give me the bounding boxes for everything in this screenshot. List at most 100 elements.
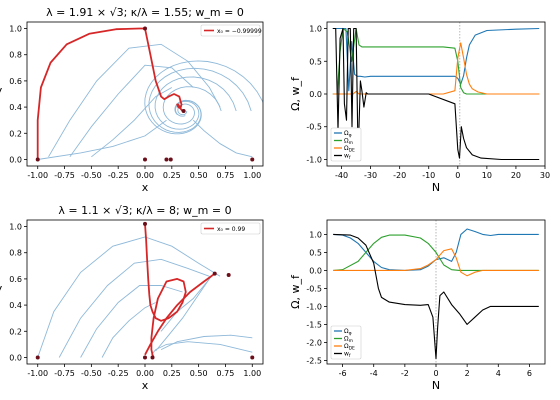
x-tick-label: 0.75 (217, 369, 235, 378)
streamline (151, 341, 253, 356)
x-tick-label: 0.00 (136, 171, 154, 180)
x-axis-label: x (142, 379, 149, 392)
x-tick-label: 0 (433, 369, 438, 378)
y-tick-label: 0.2 (9, 129, 22, 138)
x-axis-label: N (432, 379, 440, 392)
x-tick-label: 0.00 (136, 369, 154, 378)
y-tick-label: -2.0 (306, 338, 322, 347)
critical-point (181, 109, 186, 114)
y-tick-label: 0.0 (309, 90, 322, 99)
streamline (101, 302, 156, 358)
x-tick-label: -1.00 (27, 369, 48, 378)
y-tick-label: 1.0 (309, 25, 322, 34)
x-tick-label: -20 (393, 171, 406, 180)
x-tick-label: 6 (527, 369, 532, 378)
x-tick-label: -30 (364, 171, 377, 180)
series-line-0 (332, 27, 540, 92)
x-axis-label: N (432, 181, 440, 194)
y-axis-label: y (0, 84, 3, 97)
streamline (69, 64, 194, 158)
chart-title: λ = 1.91 × √3; κ/λ = 1.55; w_m = 0 (46, 6, 244, 19)
trajectory-0 (36, 27, 184, 160)
legend-label: ΩDE (344, 343, 355, 352)
x-tick-label: -0.50 (81, 369, 102, 378)
plot-area (332, 22, 540, 166)
y-tick-label: -0.5 (306, 284, 322, 293)
x-tick-label: 2 (465, 369, 470, 378)
x-tick-label: -10 (422, 171, 435, 180)
streamline (91, 87, 173, 158)
chart-title: λ = 1.1 × √3; κ/λ = 8; w_m = 0 (58, 204, 231, 217)
streamline (160, 276, 212, 332)
axes-frame (326, 21, 546, 167)
legend-label: Ωm (344, 138, 353, 147)
x-tick-label: -6 (339, 369, 347, 378)
series-line-2 (332, 42, 540, 95)
x-tick-label: 0.25 (163, 171, 181, 180)
streamline (37, 236, 221, 358)
x-tick-label: 10 (482, 171, 492, 180)
legend-label: wf (344, 351, 351, 360)
streamline (162, 86, 222, 125)
y-tick-label: 0.2 (9, 327, 22, 336)
critical-point (226, 272, 231, 277)
y-tick-label: 1.0 (309, 230, 322, 239)
y-axis-label: Ω, w_f (289, 274, 302, 309)
x-tick-label: 0.25 (163, 369, 181, 378)
critical-point (164, 157, 169, 162)
x-tick-label: 0 (455, 171, 460, 180)
y-axis-label: y (0, 282, 3, 295)
streamline (155, 278, 210, 352)
legend-label: ΩDE (344, 145, 355, 154)
y-tick-label: -2.5 (306, 356, 322, 365)
critical-point (250, 157, 255, 162)
x-tick-label: -0.25 (108, 171, 129, 180)
axes-frame (326, 219, 546, 365)
x-tick-label: -2 (401, 369, 409, 378)
trajectory-0 (144, 223, 187, 358)
critical-point (212, 271, 217, 276)
x-tick-label: 0.50 (190, 171, 208, 180)
critical-point (143, 26, 147, 31)
x-axis-label: x (142, 181, 149, 194)
axes-frame (26, 219, 264, 365)
y-tick-label: -1.0 (306, 302, 322, 311)
y-tick-label: 0.8 (9, 51, 22, 60)
streamline (37, 119, 167, 160)
series-line-1 (332, 27, 540, 95)
x-tick-label: 0.50 (190, 369, 208, 378)
panel-1: -40 -30 -20 -10 0 10 20 30 -1.0 -0.5 0.0 0.5 1.0 N Ω, … (289, 21, 550, 194)
legend-box (200, 24, 261, 37)
panel-0: -1.00 -0.75 -0.50 -0.25 0.00 0.25 0.50 0.75 1.00… (0, 6, 264, 194)
x-tick-label: -0.75 (54, 171, 75, 180)
streamline (148, 67, 252, 133)
series-line-3 (332, 27, 540, 161)
y-tick-label: 1.0 (9, 223, 22, 232)
plot-area (37, 223, 253, 358)
y-axis-label: Ω, w_f (289, 76, 302, 111)
legend-label: x₀ = 0.99 (217, 226, 245, 233)
y-tick-label: -1.0 (306, 155, 322, 164)
legend-box (200, 222, 261, 235)
x-tick-label: -0.75 (54, 369, 75, 378)
y-tick-label: 0.8 (9, 249, 22, 258)
legend-label: Ωφ (344, 130, 352, 139)
y-tick-label: -1.5 (306, 320, 322, 329)
legend-label: Ωm (344, 336, 353, 345)
y-tick-label: 0.0 (309, 266, 322, 275)
plot-area (36, 27, 263, 160)
critical-point (168, 157, 173, 162)
x-tick-label: 20 (511, 171, 521, 180)
x-tick-label: 4 (496, 369, 501, 378)
streamline (48, 43, 221, 158)
x-tick-label: -4 (370, 369, 378, 378)
axes-frame (26, 21, 264, 167)
critical-point (150, 355, 155, 360)
y-tick-label: 0.6 (9, 275, 22, 284)
legend-label: x₀ = −0.99999 (217, 28, 262, 35)
y-tick-label: -0.5 (306, 123, 322, 132)
y-tick-label: 0.4 (9, 103, 22, 112)
panel-3: -6 -4 -2 0 2 4 6 -2.5 -2.0 -1.5 -1.0 -0.5 0.0 0.5 1.0 N… (289, 219, 546, 392)
critical-point (250, 355, 255, 360)
